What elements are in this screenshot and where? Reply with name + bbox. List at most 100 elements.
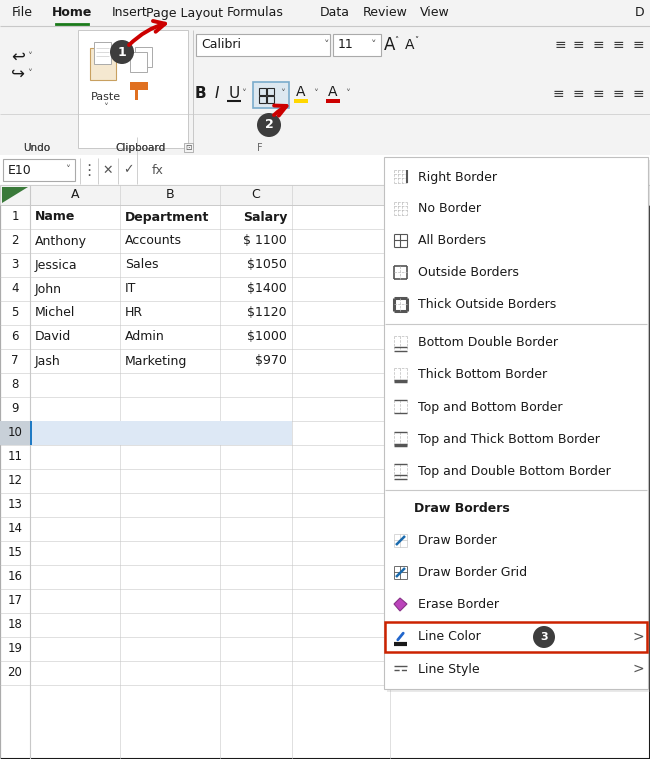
Circle shape — [533, 626, 555, 648]
Text: Marketing: Marketing — [125, 354, 187, 367]
Text: 20: 20 — [8, 666, 23, 679]
Text: ˅: ˅ — [27, 52, 32, 62]
Text: C: C — [252, 188, 261, 201]
Text: >: > — [632, 630, 643, 644]
Bar — [385, 622, 647, 652]
Bar — [130, 82, 148, 90]
Text: John: John — [35, 282, 62, 295]
Text: F: F — [257, 143, 263, 153]
Text: ≡: ≡ — [612, 38, 624, 52]
Text: Page Layout: Page Layout — [146, 7, 224, 20]
Text: I: I — [214, 87, 219, 102]
Text: 11: 11 — [8, 451, 23, 464]
Bar — [0, 0, 650, 26]
Text: 18: 18 — [8, 619, 23, 631]
Text: 4: 4 — [11, 282, 19, 295]
Text: Name: Name — [35, 210, 75, 223]
Bar — [326, 99, 340, 103]
Text: 14: 14 — [8, 522, 23, 536]
Text: ⊡: ⊡ — [185, 143, 191, 153]
Text: ˄: ˄ — [394, 36, 398, 45]
Bar — [0, 421, 30, 445]
Text: 7: 7 — [11, 354, 19, 367]
Text: 12: 12 — [8, 474, 23, 487]
Text: fx: fx — [152, 163, 164, 177]
Text: Draw Border Grid: Draw Border Grid — [418, 566, 527, 580]
Text: Anthony: Anthony — [35, 235, 87, 247]
Text: Data: Data — [320, 7, 350, 20]
Text: ˅: ˅ — [103, 103, 109, 113]
Text: Draw Borders: Draw Borders — [414, 502, 510, 515]
Text: B: B — [166, 188, 174, 201]
Bar — [135, 90, 138, 100]
Text: ⋮: ⋮ — [81, 162, 97, 178]
Text: $1400: $1400 — [247, 282, 287, 295]
Text: ˅: ˅ — [242, 89, 246, 99]
Text: >: > — [632, 662, 643, 676]
Text: 16: 16 — [8, 571, 23, 584]
Text: Paste: Paste — [91, 92, 121, 102]
Bar — [30, 421, 292, 445]
Bar — [184, 143, 193, 152]
Text: ˅: ˅ — [313, 89, 318, 99]
Text: Michel: Michel — [35, 307, 75, 320]
Text: Top and Thick Bottom Border: Top and Thick Bottom Border — [418, 433, 600, 446]
Text: ↪: ↪ — [11, 65, 25, 83]
Text: Home: Home — [52, 7, 92, 20]
Text: 11: 11 — [338, 39, 354, 52]
Text: ˅: ˅ — [66, 165, 70, 175]
Bar — [130, 52, 147, 72]
Text: ↩: ↩ — [11, 48, 25, 66]
Text: B: B — [194, 87, 206, 102]
Text: ≡: ≡ — [572, 87, 584, 101]
Bar — [196, 34, 330, 56]
Text: Salary: Salary — [242, 210, 287, 223]
Text: Right Border: Right Border — [418, 171, 497, 184]
Text: View: View — [420, 7, 450, 20]
Bar — [94, 42, 111, 64]
Text: Line Style: Line Style — [418, 663, 480, 676]
Text: ˅: ˅ — [281, 89, 285, 99]
Text: ≡: ≡ — [572, 38, 584, 52]
Bar — [0, 26, 650, 163]
Text: Insert: Insert — [112, 7, 148, 20]
Text: 3: 3 — [11, 259, 19, 272]
Text: 2: 2 — [265, 118, 274, 131]
Text: David: David — [35, 330, 72, 344]
Text: 10: 10 — [8, 427, 23, 439]
Text: Jash: Jash — [35, 354, 60, 367]
Text: Review: Review — [363, 7, 408, 20]
Text: 5: 5 — [11, 307, 19, 320]
Text: A: A — [296, 85, 306, 99]
Text: Thick Outside Borders: Thick Outside Borders — [418, 298, 556, 311]
Polygon shape — [2, 187, 28, 203]
Text: ≡: ≡ — [612, 87, 624, 101]
Polygon shape — [394, 598, 407, 611]
Text: A: A — [71, 188, 79, 201]
Bar — [0, 185, 650, 205]
Text: Formulas: Formulas — [227, 7, 283, 20]
Text: ≡: ≡ — [554, 38, 565, 52]
Text: ˅: ˅ — [27, 69, 32, 79]
Text: $970: $970 — [255, 354, 287, 367]
Bar — [30, 421, 32, 445]
Text: Bottom Double Border: Bottom Double Border — [418, 336, 558, 349]
Text: 15: 15 — [8, 546, 23, 559]
Bar — [384, 157, 648, 689]
Text: 6: 6 — [11, 330, 19, 344]
Text: E10: E10 — [8, 163, 32, 177]
Text: A: A — [405, 38, 415, 52]
Bar — [387, 160, 650, 692]
Text: IT: IT — [125, 282, 136, 295]
Text: Top and Double Bottom Border: Top and Double Bottom Border — [418, 465, 611, 477]
Text: Department: Department — [125, 210, 209, 223]
Text: Sales: Sales — [125, 259, 159, 272]
Text: ≡: ≡ — [632, 87, 643, 101]
Text: ✕: ✕ — [103, 163, 113, 177]
Bar — [333, 34, 381, 56]
Text: $ 1100: $ 1100 — [243, 235, 287, 247]
Text: 19: 19 — [8, 643, 23, 656]
Text: Top and Bottom Border: Top and Bottom Border — [418, 401, 562, 414]
Text: Thick Bottom Border: Thick Bottom Border — [418, 369, 547, 382]
Bar — [135, 47, 152, 67]
